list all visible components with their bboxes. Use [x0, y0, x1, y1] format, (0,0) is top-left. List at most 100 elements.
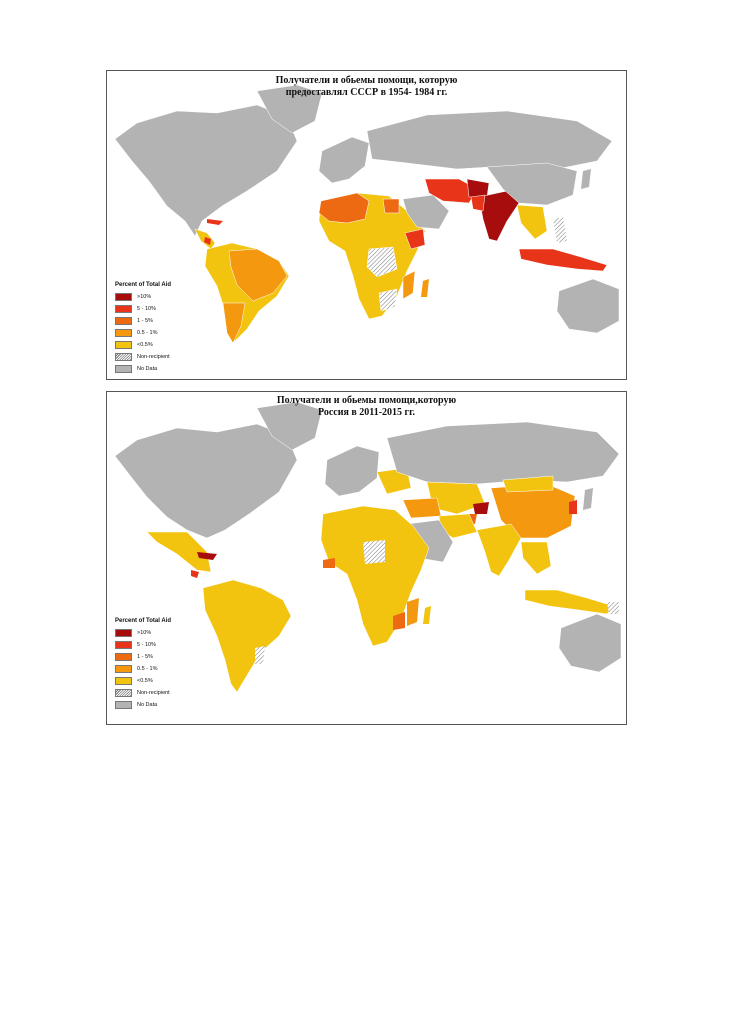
legend-label: 1 - 5%	[137, 318, 153, 324]
legend-item: <0.5%	[115, 339, 171, 351]
legend-item: 1 - 5%	[115, 651, 171, 663]
region-libya-nonrecipient	[363, 540, 385, 564]
region-southern-africa-nonrecipient	[378, 288, 398, 312]
legend-swatch	[115, 293, 132, 301]
region-west-africa	[323, 558, 335, 568]
legend-item: No Data	[115, 363, 171, 375]
legend-item: 0.5 - 1%	[115, 327, 171, 339]
legend-item: 5 - 10%	[115, 639, 171, 651]
region-zimbabwe	[393, 612, 405, 630]
region-south-america	[202, 579, 292, 693]
region-cuba	[197, 552, 217, 560]
region-indonesia	[518, 248, 608, 272]
legend-label: 5 - 10%	[137, 642, 156, 648]
region-mexico	[146, 531, 212, 573]
region-japan	[581, 169, 591, 189]
map-title-line-1: Получатели и обьемы помощи, которую	[275, 75, 458, 86]
region-afghanistan	[466, 178, 490, 198]
legend-label: 0.5 - 1%	[137, 666, 158, 672]
legend-title: Percent of Total Aid	[115, 618, 172, 624]
region-argentina	[222, 302, 246, 344]
legend-swatch	[115, 665, 132, 673]
region-turkey-syria	[402, 497, 442, 519]
region-australia	[556, 278, 620, 334]
legend-label: No Data	[137, 366, 158, 372]
legend-swatch	[115, 305, 132, 313]
map-title-line-1: Получатели и обьемы помощи,которую	[276, 395, 457, 406]
region-indonesia	[524, 589, 614, 615]
legend-swatch	[115, 341, 132, 349]
region-australia	[558, 613, 622, 673]
legend-label: <0.5%	[137, 678, 153, 684]
legend-label: No Data	[137, 702, 158, 708]
legend-label: <0.5%	[137, 342, 153, 348]
legend-item: 5 - 10%	[115, 303, 171, 315]
legend-item: Non-recipient	[115, 687, 171, 699]
region-iran-iraq	[424, 178, 478, 204]
legend-label: Non-recipient	[137, 690, 170, 696]
region-greenland	[256, 84, 323, 134]
region-philippines-nonrecipient	[553, 217, 567, 243]
map-title: Получатели и обьемы помощи,которую Росси…	[107, 395, 626, 419]
region-north-korea	[569, 500, 577, 514]
legend-item: <0.5%	[115, 675, 171, 687]
legend-item: >10%	[115, 627, 171, 639]
map-panel-russia-aid: Получатели и обьемы помощи,которую Росси…	[106, 391, 627, 725]
region-mozambique	[402, 270, 416, 300]
region-nicaragua	[204, 237, 211, 245]
region-europe	[318, 136, 370, 184]
region-india	[476, 523, 522, 577]
legend-swatch	[115, 317, 132, 325]
region-mongolia	[502, 475, 554, 493]
region-russia	[386, 421, 620, 485]
legend-label: 5 - 10%	[137, 306, 156, 312]
region-congo-nonrecipient	[366, 246, 398, 278]
region-russia	[366, 110, 613, 170]
legend-label: Non-recipient	[137, 354, 170, 360]
legend-swatch	[115, 641, 132, 649]
region-europe	[324, 445, 380, 497]
legend-swatch	[115, 701, 132, 709]
region-north-africa	[318, 192, 370, 224]
region-india	[478, 190, 520, 242]
world-map-russia	[114, 401, 622, 693]
legend-swatch	[115, 653, 132, 661]
legend-label: 0.5 - 1%	[137, 330, 158, 336]
region-madagascar	[423, 606, 431, 624]
legend-swatch	[115, 365, 132, 373]
region-cuba	[207, 219, 223, 225]
legend-swatch	[115, 689, 132, 697]
legend-label: >10%	[137, 630, 152, 636]
region-ethiopia	[404, 228, 426, 250]
legend-swatch	[115, 629, 132, 637]
region-bolivia-nonrecipient	[255, 646, 265, 664]
legend-item: No Data	[115, 699, 171, 711]
legend-item: 1 - 5%	[115, 315, 171, 327]
legend-item: >10%	[115, 291, 171, 303]
region-southeast-asia	[516, 204, 548, 240]
region-madagascar	[421, 279, 429, 297]
map-title-line-2: предоставлял СССР в 1954- 1984 гг.	[285, 87, 448, 98]
region-brazil	[228, 248, 288, 302]
region-egypt	[382, 198, 400, 214]
legend-label: 1 - 5%	[137, 654, 153, 660]
legend-swatch	[115, 677, 132, 685]
legend-item: Non-recipient	[115, 351, 171, 363]
legend-item: 0.5 - 1%	[115, 663, 171, 675]
region-north-america	[114, 423, 298, 539]
map-panel-ussr-aid: Получатели и обьемы помощи, которую пред…	[106, 70, 627, 380]
region-southeast-asia	[520, 541, 552, 575]
region-japan	[583, 488, 593, 510]
region-north-america	[114, 104, 298, 237]
region-mozambique	[407, 598, 419, 626]
region-africa	[320, 505, 430, 647]
legend-swatch	[115, 353, 132, 361]
legend-title: Percent of Total Aid	[115, 282, 172, 288]
region-pakistan	[470, 194, 486, 212]
region-greenland	[256, 401, 323, 451]
region-nicaragua	[191, 570, 199, 578]
world-map-ussr	[114, 84, 620, 344]
legend-label: >10%	[137, 294, 152, 300]
region-png-nonrecipient	[607, 602, 619, 614]
region-kyrgyzstan	[473, 502, 489, 514]
